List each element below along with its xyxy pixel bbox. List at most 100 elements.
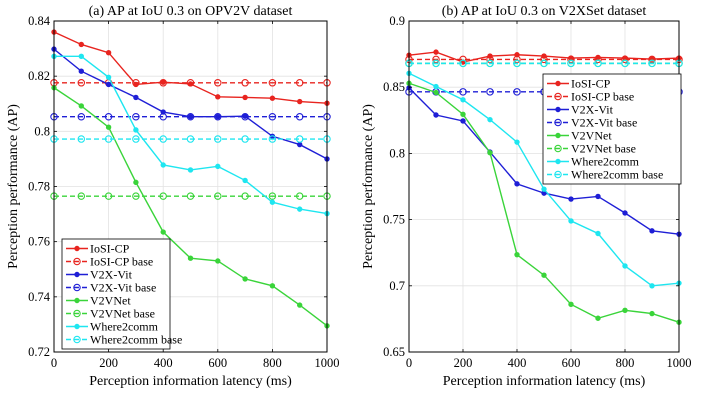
data-point <box>78 68 85 74</box>
data-point <box>214 135 222 143</box>
data-point <box>514 139 520 145</box>
data-point <box>622 210 628 216</box>
data-point <box>540 55 548 64</box>
data-point <box>568 196 574 202</box>
legend-label: IoSI-CP <box>90 242 130 256</box>
data-point <box>297 141 303 148</box>
legend-marker <box>74 271 80 278</box>
legend-marker <box>74 323 80 330</box>
y-tick-label: 0.72 <box>28 345 50 359</box>
data-point <box>622 307 628 313</box>
y-tick-label: 0.65 <box>383 345 405 359</box>
x-tick-label: 200 <box>454 356 473 370</box>
data-point <box>241 112 249 121</box>
legend-box <box>61 238 171 350</box>
legend-label: Where2comm <box>571 155 640 169</box>
data-point <box>242 276 248 282</box>
data-point <box>215 94 221 100</box>
legend-item: IoSI-CP <box>66 242 130 256</box>
chart-panel-a: 0 200 400 600 800 1000 0.72 0.74 0.76 0.78 0.8 0.82… <box>6 4 340 389</box>
data-point <box>268 135 277 143</box>
legend-marker <box>554 170 562 179</box>
data-point <box>132 79 140 87</box>
data-point <box>105 124 112 130</box>
legend-label: IoSI-CP <box>571 77 611 91</box>
data-point <box>215 163 221 170</box>
data-point <box>104 135 113 143</box>
data-point <box>460 118 466 124</box>
legend-item: V2VNet base <box>66 307 155 321</box>
legend-marker <box>73 309 81 318</box>
legend-marker <box>74 245 80 252</box>
data-point <box>187 255 194 261</box>
y-tick-label: 0.7 <box>389 279 405 293</box>
data-point <box>487 150 493 156</box>
legend-item: IoSI-CP base <box>547 90 634 104</box>
data-point <box>159 79 167 87</box>
data-point <box>187 167 194 173</box>
x-tick-label: 1000 <box>667 356 692 370</box>
x-tick-label: 600 <box>208 356 227 370</box>
data-point <box>160 162 166 168</box>
axes-frame <box>408 20 680 353</box>
data-point <box>621 59 629 68</box>
legend-marker <box>554 118 562 127</box>
legend-marker <box>554 92 562 101</box>
data-point <box>567 55 575 64</box>
series-v2vnet-base <box>50 192 331 200</box>
data-point <box>160 229 166 235</box>
x-axis-label: Perception information latency (ms) <box>443 374 646 389</box>
legend-item: Where2comm base <box>66 333 182 347</box>
legend-label: V2X-Vit base <box>571 116 637 130</box>
data-point <box>541 272 547 278</box>
data-point <box>214 79 222 87</box>
legend-box <box>542 73 682 185</box>
data-point <box>514 181 520 187</box>
data-point <box>295 135 304 143</box>
legend-item: V2X-Vit <box>547 103 614 117</box>
y-tick-label: 0.85 <box>383 80 405 94</box>
data-point <box>297 98 303 105</box>
legend-label: V2VNet base <box>90 307 155 321</box>
data-point <box>78 41 85 48</box>
data-point <box>77 192 86 200</box>
chart-title: (b) AP at IoU 0.3 on V2XSet dataset <box>442 4 647 19</box>
data-point <box>241 192 249 200</box>
data-point <box>133 127 139 133</box>
data-point <box>186 112 195 121</box>
legend-label: V2X-Vit <box>571 103 614 117</box>
y-tick-label: 0.76 <box>28 235 50 249</box>
data-point <box>433 49 439 55</box>
y-tick-label: 0.8 <box>34 124 50 138</box>
data-point <box>459 59 467 68</box>
data-point <box>594 55 602 64</box>
data-point <box>78 53 85 60</box>
data-point <box>132 135 140 143</box>
data-point <box>268 192 277 200</box>
data-point <box>487 116 493 123</box>
legend-marker <box>73 283 81 292</box>
data-point <box>567 59 575 68</box>
data-point <box>621 55 629 64</box>
data-point <box>132 112 140 121</box>
data-point <box>432 55 440 64</box>
y-tick-label: 0.82 <box>28 69 50 83</box>
data-point <box>297 302 303 308</box>
legend-item: Where2comm <box>547 155 640 169</box>
legend-label: IoSI-CP base <box>571 90 634 104</box>
data-point <box>649 228 655 234</box>
data-point <box>159 192 167 200</box>
legend-item: V2X-Vit base <box>547 116 637 130</box>
series-v2vnet-base <box>405 59 683 68</box>
x-tick-label: 400 <box>508 356 527 370</box>
y-axis-label: Perception performance (AP) <box>6 104 21 269</box>
data-point <box>622 263 628 269</box>
data-point <box>513 55 521 64</box>
data-point <box>105 81 112 88</box>
legend-item: IoSI-CP <box>547 77 611 91</box>
x-tick-label: 1000 <box>315 356 340 370</box>
legend-marker <box>555 158 561 165</box>
data-point <box>78 103 85 109</box>
series-where2comm <box>51 53 330 217</box>
